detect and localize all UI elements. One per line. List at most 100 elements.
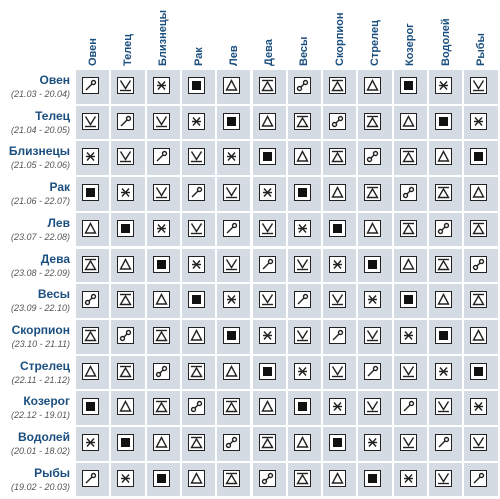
grid-cell — [429, 141, 463, 176]
row-sign-dates: (23.08 - 22.09) — [10, 267, 70, 278]
grid-cell — [217, 391, 251, 425]
trine-up-aspect-icon — [329, 362, 347, 380]
grid-cell — [217, 319, 251, 354]
grid-cell — [323, 141, 357, 176]
grid-cell — [287, 391, 322, 425]
trine-aspect-icon — [187, 326, 205, 344]
grid-cell — [252, 427, 286, 461]
conjunction-aspect-icon — [293, 291, 311, 309]
grid-cell — [181, 284, 216, 318]
square-aspect-icon — [117, 434, 135, 451]
trine-up-aspect-icon — [223, 184, 241, 202]
trine-up-aspect-icon — [470, 77, 488, 94]
row-sign-dates: (19.02 - 20.03) — [10, 481, 70, 492]
grid-cell — [429, 391, 463, 425]
trine-up-aspect-icon — [152, 112, 170, 130]
trine-bar-aspect-icon — [82, 326, 99, 344]
star-aspect-icon — [399, 469, 417, 487]
grid-cell — [252, 284, 286, 318]
opposition-aspect-icon — [223, 434, 241, 451]
grid-cell — [146, 462, 180, 497]
grid-cell — [181, 319, 216, 354]
grid-cell — [181, 427, 216, 461]
grid-cell — [393, 70, 427, 104]
opposition-aspect-icon — [364, 148, 382, 166]
grid-cell — [181, 248, 216, 283]
trine-bar-aspect-icon — [329, 148, 347, 166]
trine-bar-aspect-icon — [435, 184, 452, 202]
star-aspect-icon — [117, 469, 135, 487]
column-header-1: Овен — [86, 38, 99, 66]
grid-cell — [429, 427, 463, 461]
trine-up-aspect-icon — [399, 362, 417, 380]
conjunction-aspect-icon — [117, 112, 135, 130]
star-aspect-icon — [293, 362, 311, 380]
grid-cell — [252, 462, 286, 497]
row-sign-dates: (21.05 - 20.06) — [10, 160, 70, 171]
trine-bar-aspect-icon — [117, 291, 135, 309]
row-sign-name: Овен — [39, 73, 70, 87]
grid-cell — [393, 212, 427, 247]
square-aspect-icon — [470, 362, 488, 380]
grid-cell — [464, 427, 498, 461]
star-aspect-icon — [117, 184, 135, 202]
grid-cell — [76, 141, 110, 176]
grid-cell — [252, 177, 286, 211]
trine-aspect-icon — [293, 148, 311, 166]
grid-cell — [111, 177, 145, 211]
square-aspect-icon — [293, 398, 311, 416]
grid-cell — [358, 355, 392, 390]
trine-up-aspect-icon — [117, 148, 135, 166]
opposition-aspect-icon — [152, 362, 170, 380]
grid-cell — [287, 212, 322, 247]
opposition-aspect-icon — [470, 255, 488, 273]
row-sign-name: Лев — [47, 215, 70, 230]
grid-cell — [252, 355, 286, 390]
grid-cell — [287, 105, 322, 140]
trine-aspect-icon — [435, 291, 452, 309]
grid-cell — [111, 355, 145, 390]
grid-cell — [146, 248, 180, 283]
trine-up-aspect-icon — [364, 398, 382, 416]
square-aspect-icon — [364, 255, 382, 273]
grid-cell — [323, 105, 357, 140]
grid-cell — [146, 177, 180, 211]
trine-aspect-icon — [187, 469, 205, 487]
trine-up-aspect-icon — [293, 255, 311, 273]
grid-cell — [217, 284, 251, 318]
star-aspect-icon — [470, 112, 488, 130]
trine-aspect-icon — [82, 219, 99, 237]
grid-cell — [217, 248, 251, 283]
trine-aspect-icon — [82, 362, 99, 380]
square-aspect-icon — [435, 112, 452, 130]
grid-cell — [323, 177, 357, 211]
grid-cell — [358, 248, 392, 283]
grid-cell — [287, 70, 322, 104]
row-sign-dates: (23.09 - 22.10) — [10, 303, 70, 314]
star-aspect-icon — [435, 77, 452, 94]
grid-cell — [146, 105, 180, 140]
conjunction-aspect-icon — [470, 469, 488, 487]
grid-cell — [287, 355, 322, 390]
row-sign-dates: (21.03 - 20.04) — [10, 89, 70, 99]
square-aspect-icon — [117, 219, 135, 237]
grid-cell — [111, 248, 145, 283]
trine-bar-aspect-icon — [258, 434, 276, 451]
square-aspect-icon — [435, 326, 452, 344]
grid-cell — [358, 177, 392, 211]
grid-cell — [146, 319, 180, 354]
grid-cell — [323, 462, 357, 497]
grid-cell — [76, 70, 110, 104]
column-header-2: Телец — [121, 33, 134, 66]
conjunction-aspect-icon — [187, 184, 205, 202]
square-aspect-icon — [187, 291, 205, 309]
grid-cell — [76, 105, 110, 140]
grid-cell — [358, 105, 392, 140]
grid-cell — [358, 391, 392, 425]
grid-cell — [323, 212, 357, 247]
trine-aspect-icon — [364, 77, 382, 94]
trine-aspect-icon — [117, 398, 135, 416]
column-header-7: Весы — [298, 36, 311, 66]
column-header-9: Стрелец — [369, 20, 382, 66]
grid-cell — [429, 105, 463, 140]
